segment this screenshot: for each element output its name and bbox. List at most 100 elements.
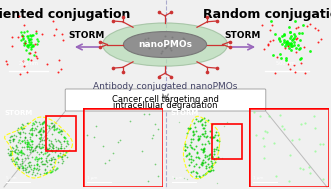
Point xyxy=(279,34,285,37)
Point xyxy=(157,42,163,45)
Point xyxy=(291,36,296,39)
Point xyxy=(5,63,10,66)
Point xyxy=(213,160,218,163)
Point xyxy=(97,40,103,43)
Point xyxy=(194,163,199,166)
Point xyxy=(62,136,67,139)
Point xyxy=(189,158,194,161)
Point xyxy=(36,121,41,124)
Point xyxy=(25,46,30,49)
Point xyxy=(38,123,43,126)
Point xyxy=(38,161,43,164)
Point xyxy=(16,131,22,134)
Point xyxy=(284,42,289,45)
Point xyxy=(193,175,198,178)
Point xyxy=(8,149,14,153)
Point xyxy=(28,47,34,50)
Point xyxy=(46,127,52,130)
Point xyxy=(282,33,287,36)
Point xyxy=(292,71,297,74)
Point xyxy=(32,50,38,53)
Point xyxy=(58,130,64,133)
Point xyxy=(292,34,298,37)
Point xyxy=(15,128,20,131)
Point xyxy=(155,128,161,131)
Point xyxy=(29,172,34,175)
Point xyxy=(97,46,103,49)
Point xyxy=(31,128,36,131)
Point xyxy=(16,140,21,143)
Point xyxy=(287,37,292,40)
Point xyxy=(64,155,70,158)
Point xyxy=(184,154,190,157)
Point xyxy=(24,44,30,47)
Point xyxy=(60,38,66,41)
Point xyxy=(33,133,38,136)
Point xyxy=(26,57,31,60)
Point xyxy=(93,124,98,127)
Point xyxy=(260,23,265,26)
Point xyxy=(205,169,211,172)
Point xyxy=(295,37,300,40)
Point xyxy=(301,23,306,26)
Point xyxy=(5,151,11,154)
Point xyxy=(317,143,322,146)
Point xyxy=(58,146,63,149)
Point xyxy=(18,135,23,138)
Point xyxy=(43,147,48,150)
Point xyxy=(160,49,165,52)
Point xyxy=(51,143,56,146)
Point xyxy=(288,35,294,38)
Point xyxy=(287,42,293,45)
Point xyxy=(50,149,55,152)
Point xyxy=(143,37,148,40)
Point xyxy=(58,147,64,150)
Point xyxy=(27,150,33,153)
Point xyxy=(19,34,24,37)
Point xyxy=(8,136,13,139)
Point xyxy=(18,126,24,129)
Point xyxy=(212,158,217,161)
Point xyxy=(27,38,33,41)
Point xyxy=(186,152,191,155)
Point xyxy=(101,145,106,148)
Point xyxy=(195,134,200,137)
Point xyxy=(186,157,191,160)
Point xyxy=(22,140,27,143)
Point xyxy=(207,156,212,160)
Point xyxy=(10,159,16,162)
Point xyxy=(28,46,33,49)
Point xyxy=(201,147,206,150)
Ellipse shape xyxy=(123,32,207,57)
Point xyxy=(281,128,287,131)
Point xyxy=(200,151,206,154)
Point xyxy=(15,158,21,161)
Point xyxy=(19,151,24,154)
Point xyxy=(186,164,191,167)
Point xyxy=(267,115,272,118)
Point xyxy=(53,149,59,152)
Point xyxy=(16,131,21,134)
Point xyxy=(51,19,56,22)
Point xyxy=(33,127,38,130)
Point xyxy=(24,145,30,148)
Point xyxy=(21,153,26,156)
Point xyxy=(18,72,23,75)
Point xyxy=(111,67,116,70)
Point xyxy=(25,145,31,148)
Point xyxy=(9,44,15,47)
Point xyxy=(193,118,198,121)
Point xyxy=(285,63,290,66)
Point xyxy=(168,42,174,45)
Point xyxy=(286,41,291,44)
Point xyxy=(54,166,59,169)
Point xyxy=(211,153,216,156)
Point xyxy=(24,138,30,141)
Point xyxy=(36,156,42,159)
Point xyxy=(207,170,212,173)
Point xyxy=(274,175,279,178)
Point xyxy=(44,154,49,157)
Point xyxy=(28,143,33,146)
Point xyxy=(205,139,211,142)
Point xyxy=(155,174,160,177)
